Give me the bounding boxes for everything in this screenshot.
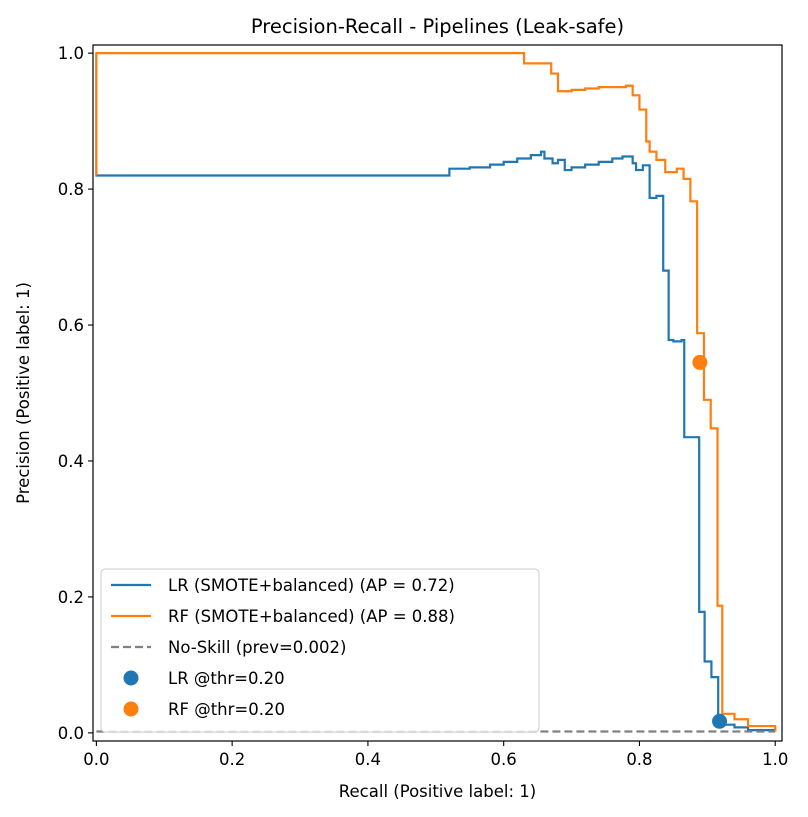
x-axis-label: Recall (Positive label: 1) [339, 782, 536, 801]
legend-label-2: No-Skill (prev=0.002) [168, 638, 346, 657]
marker-layer [692, 354, 728, 729]
legend-swatch-3 [123, 670, 139, 686]
legend-label-4: RF @thr=0.20 [168, 700, 285, 719]
x-tick-label: 0.6 [491, 750, 517, 769]
legend: LR (SMOTE+balanced) (AP = 0.72) RF (SMOTE… [100, 568, 540, 733]
y-tick-label: 0.6 [58, 316, 84, 335]
y-tick-label: 0.8 [58, 180, 84, 199]
legend-label-1: RF (SMOTE+balanced) (AP = 0.88) [168, 607, 455, 626]
series-line-1 [95, 52, 777, 732]
chart-title: Precision-Recall - Pipelines (Leak-safe) [251, 15, 624, 38]
y-tick-label: 1.0 [58, 44, 84, 63]
x-tick-label: 0.4 [355, 750, 381, 769]
x-axis-ticks: 0.0 0.2 0.4 0.6 0.8 1.0 [83, 741, 788, 769]
axes-frame [92, 44, 783, 742]
y-axis-label: Precision (Positive label: 1) [14, 282, 33, 504]
threshold-marker-1 [692, 354, 708, 370]
y-tick-label: 0.0 [58, 724, 84, 743]
legend-swatch-4 [123, 701, 139, 717]
y-tick-label: 0.2 [58, 588, 84, 607]
x-tick-label: 0.2 [219, 750, 245, 769]
legend-box [100, 568, 540, 733]
x-tick-label: 1.0 [762, 750, 788, 769]
y-tick-label: 0.4 [58, 452, 84, 471]
x-tick-label: 0.8 [626, 750, 652, 769]
threshold-marker-0 [712, 713, 728, 729]
legend-label-3: LR @thr=0.20 [168, 669, 285, 688]
x-tick-label: 0.0 [83, 750, 109, 769]
legend-entries: LR (SMOTE+balanced) (AP = 0.72) RF (SMOTE… [111, 576, 455, 719]
y-axis-ticks: 0.0 0.2 0.4 0.6 0.8 1.0 [58, 44, 93, 743]
series-line-0 [95, 53, 777, 732]
legend-label-0: LR (SMOTE+balanced) (AP = 0.72) [168, 576, 455, 595]
